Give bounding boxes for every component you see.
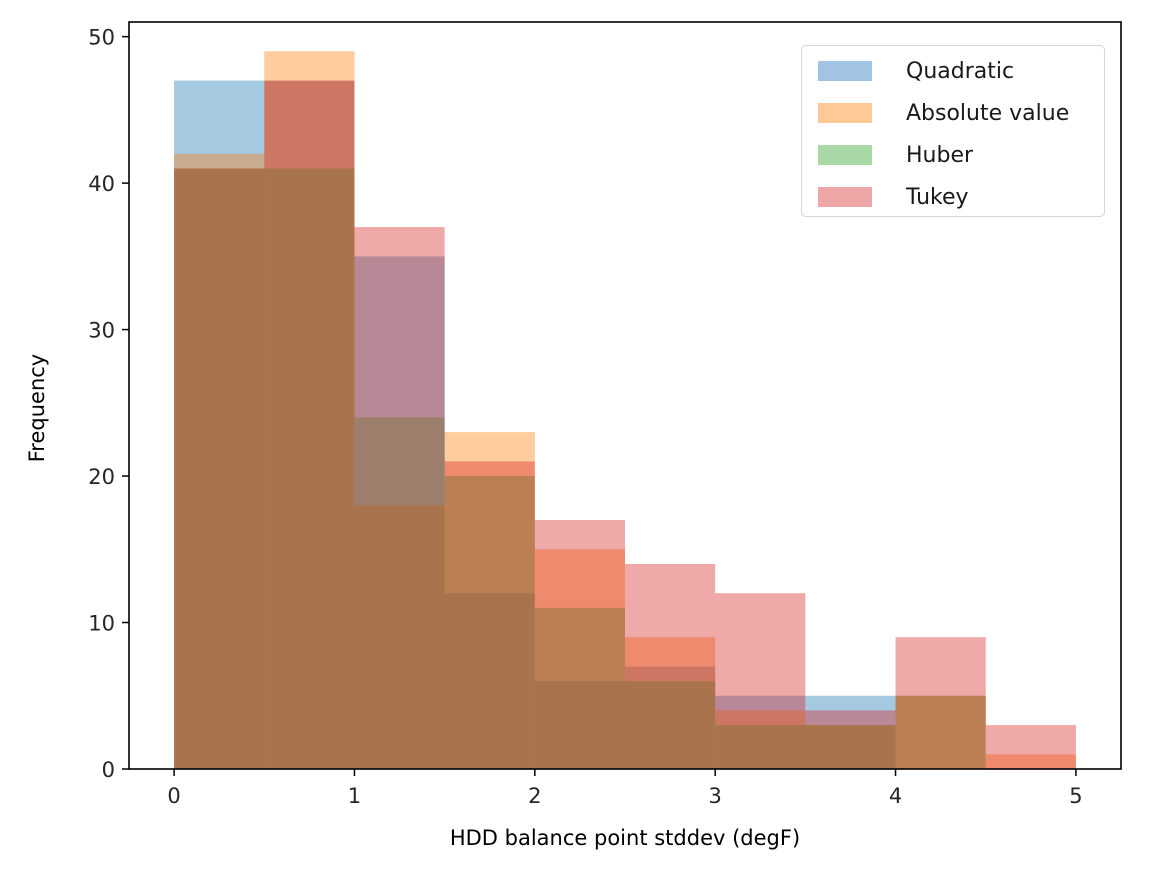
histogram-bar [444,476,535,769]
histogram-bar [264,80,355,769]
histogram-bar [805,710,896,769]
histogram-bar [534,520,625,769]
legend-item-tukey: Tukey [818,182,969,212]
histogram-bar [715,725,806,769]
legend-swatch-tukey [818,187,872,207]
histogram-bar [625,563,716,769]
x-tick-label: 0 [167,784,180,808]
legend-swatch-absolute-value [818,103,872,123]
chart-legend: Quadratic Absolute value Huber Tukey [801,45,1105,217]
histogram-bar [534,607,625,769]
histogram-bar [174,153,265,769]
x-tick-label: 4 [889,784,902,808]
legend-swatch-huber [818,145,872,165]
y-tick-label: 40 [88,172,115,196]
histogram-bar [715,695,806,769]
histogram-bar [534,681,625,769]
histogram-bar [805,725,896,769]
histogram-bar [625,666,716,769]
histogram-bar [354,227,445,769]
histogram-bar [174,168,265,769]
histogram-bar [715,593,806,769]
histogram-bar [354,505,445,769]
y-tick-label: 20 [88,465,115,489]
y-axis-ticks: 0 10 20 30 40 50 [88,26,129,782]
histogram-bar [715,710,806,769]
histogram-bar [444,461,535,769]
histogram-bar [895,695,986,769]
histogram-bar [805,695,896,769]
histogram-bar [895,637,986,769]
x-tick-label: 5 [1069,784,1082,808]
y-tick-label: 30 [88,319,115,343]
histogram-bar [354,256,445,770]
y-tick-label: 0 [102,758,115,782]
histogram-bar [444,432,535,769]
x-tick-label: 3 [708,784,721,808]
y-axis-label: Frequency [25,354,49,463]
x-tick-label: 2 [528,784,541,808]
histogram-bar [625,637,716,769]
legend-label: Huber [906,142,974,168]
series-absolute-value [174,51,1076,769]
histogram-bar [444,593,535,769]
series-tukey [174,80,1076,769]
histogram-bar [264,168,355,769]
histogram-bar [264,51,355,769]
legend-label: Tukey [906,184,969,210]
y-tick-label: 10 [88,612,115,636]
legend-swatch-quadratic [818,61,872,81]
histogram-bar [354,417,445,769]
histogram-bar [895,695,986,769]
series-huber [174,168,986,769]
histogram-bar [985,725,1076,769]
histogram-bar [264,80,355,769]
y-tick-label: 50 [88,26,115,50]
x-axis-ticks: 0 1 2 3 4 5 [167,769,1083,808]
legend-item-huber: Huber [818,140,973,170]
legend-label: Quadratic [906,58,1015,84]
histogram-bar [534,549,625,769]
histogram-bar [625,681,716,769]
legend-label: Absolute value [906,100,1070,126]
histogram-bar [805,725,896,769]
legend-item-quadratic: Quadratic [818,56,1014,86]
x-tick-label: 1 [348,784,361,808]
series-quadratic [174,80,896,770]
histogram-bars [174,51,1076,770]
histogram-bar [174,168,265,769]
histogram-bar [985,754,1076,769]
x-axis-label: HDD balance point stddev (degF) [450,826,800,850]
axes-frame [128,21,1122,770]
legend-item-absolute-value: Absolute value [818,98,1069,128]
histogram-bar [174,80,265,769]
